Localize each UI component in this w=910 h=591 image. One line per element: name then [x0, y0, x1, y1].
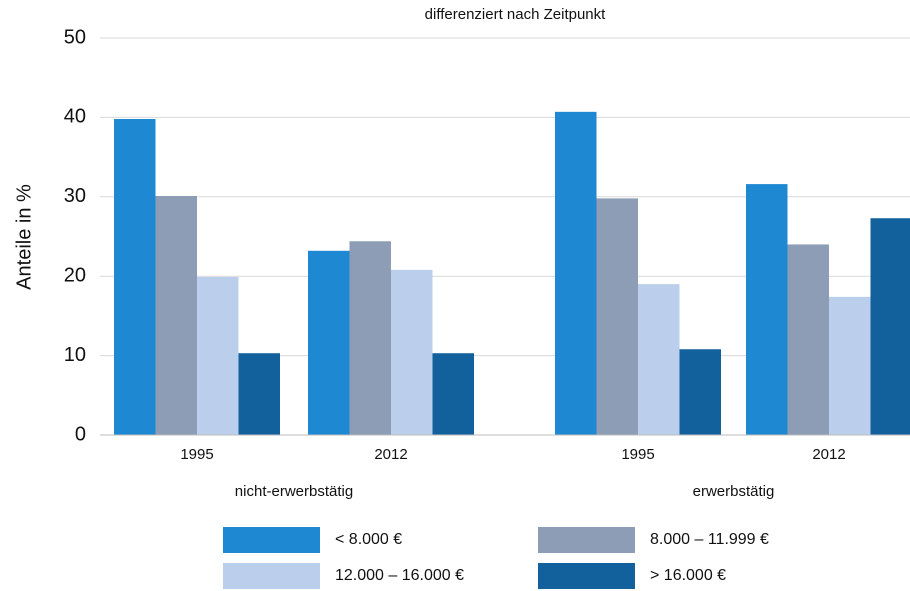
y-tick-label: 50: [64, 26, 86, 48]
legend-swatch: [538, 527, 635, 553]
legend-label: 12.000 – 16.000 €: [335, 567, 464, 584]
bar: [197, 276, 239, 435]
bar: [238, 353, 280, 435]
group-label: erwerbstätig: [693, 483, 775, 500]
x-tick-label: 2012: [374, 446, 407, 463]
legend-label: < 8.000 €: [335, 531, 402, 548]
y-axis-label: Anteile in %: [13, 184, 35, 290]
y-tick-label: 30: [64, 185, 86, 207]
bar: [596, 198, 638, 435]
x-tick-label: 1995: [180, 446, 213, 463]
bar: [155, 196, 197, 435]
x-tick-label: 1995: [621, 446, 654, 463]
y-tick-label: 40: [64, 106, 86, 128]
legend-label: > 16.000 €: [650, 567, 726, 584]
bar: [432, 353, 474, 435]
bar: [829, 296, 871, 435]
group-label: nicht-erwerbstätig: [235, 483, 353, 500]
bar: [638, 284, 680, 435]
y-tick-label: 10: [64, 344, 86, 366]
bar: [308, 250, 350, 435]
x-tick-label: 2012: [812, 446, 845, 463]
bar: [746, 184, 788, 435]
legend-label: 8.000 – 11.999 €: [650, 531, 769, 548]
y-tick-label: 20: [64, 264, 86, 286]
y-tick-label: 0: [75, 423, 86, 445]
chart-subtitle: differenziert nach Zeitpunkt: [425, 6, 606, 23]
legend-swatch: [223, 563, 320, 589]
legend-swatch: [538, 563, 635, 589]
bar: [114, 118, 156, 435]
bar: [391, 269, 433, 435]
bar: [555, 111, 597, 435]
bar: [679, 349, 721, 435]
bar: [787, 244, 829, 435]
bar: [870, 218, 910, 435]
legend-swatch: [223, 527, 320, 553]
bar: [349, 241, 391, 435]
